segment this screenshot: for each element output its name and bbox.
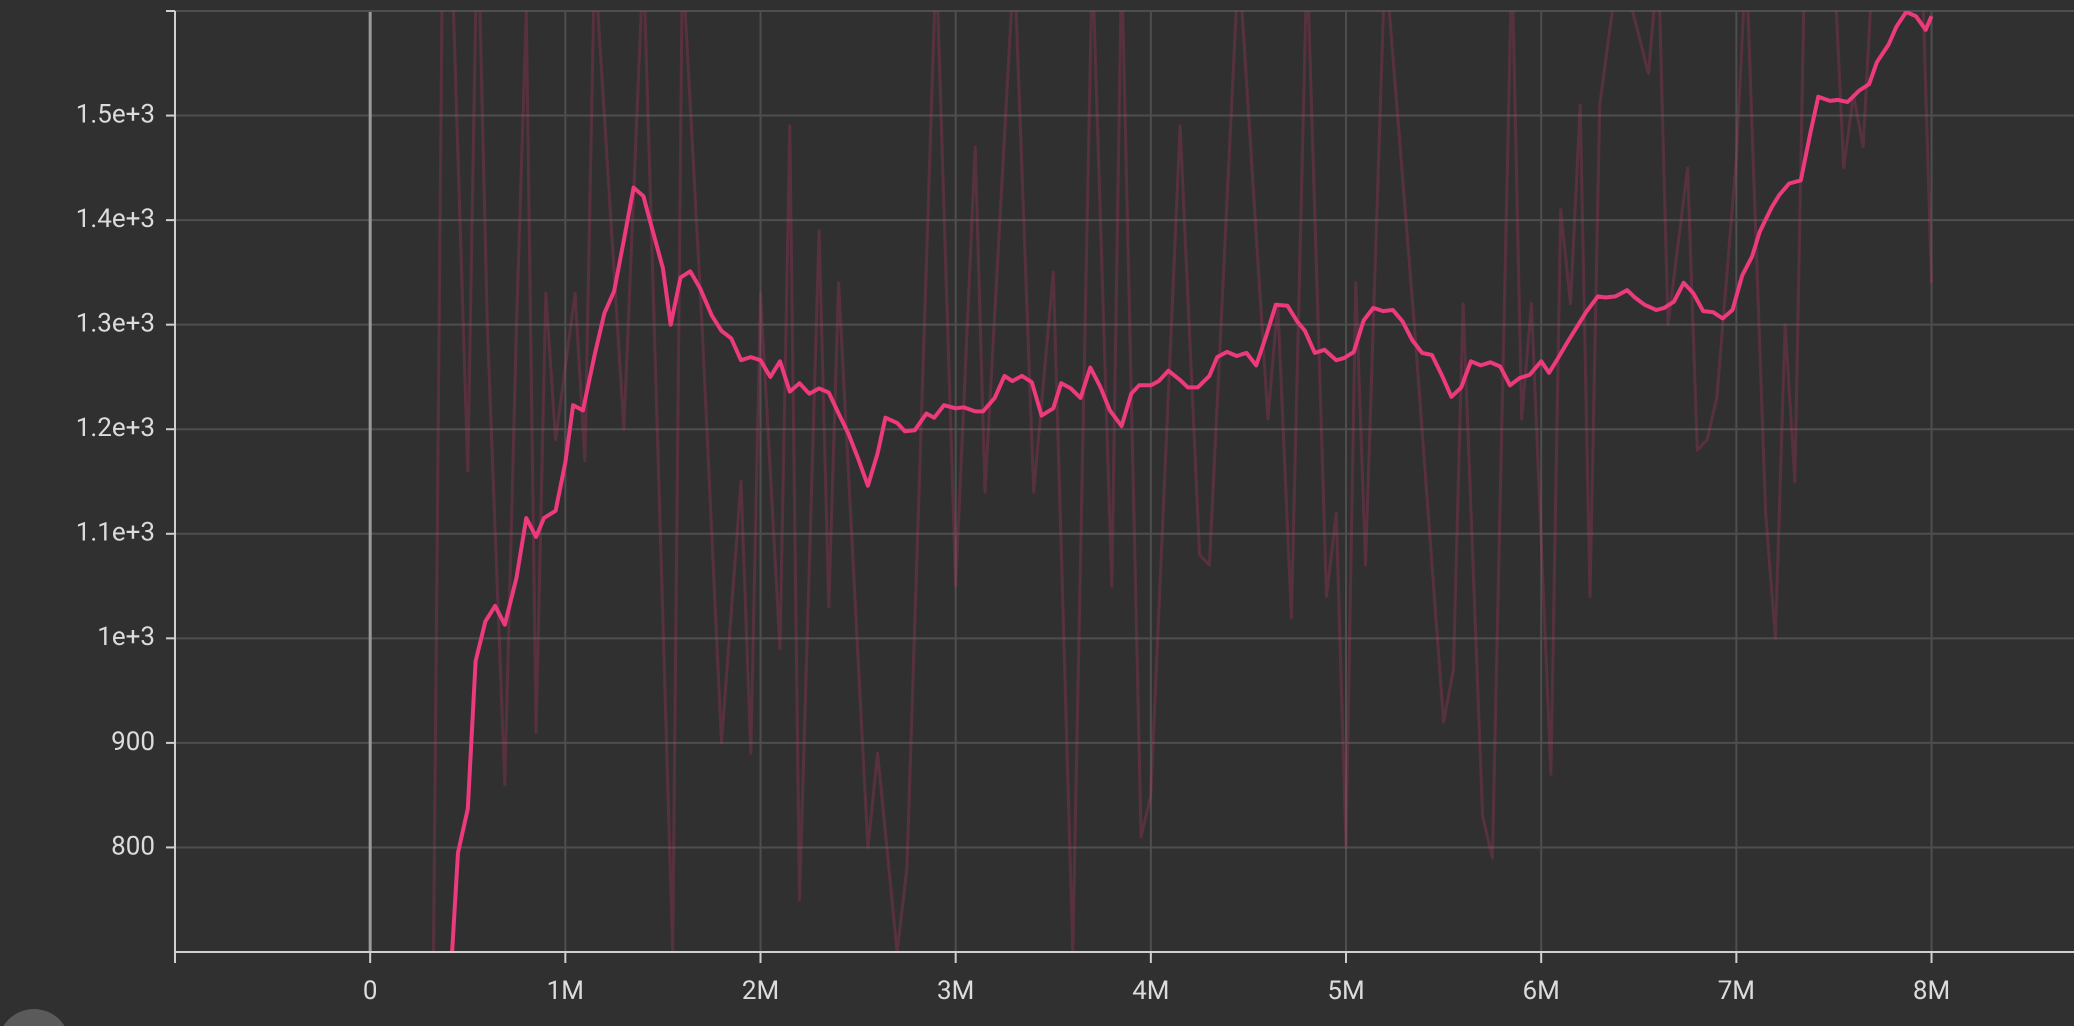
x-tick-label: 7M [1718, 976, 1755, 1006]
series-line [432, 11, 1933, 952]
y-tick-label: 1.2e+3 [76, 413, 155, 443]
x-tick-label: 4M [1132, 976, 1169, 1006]
y-tick-label: 1.3e+3 [76, 309, 155, 339]
y-tick-label: 1.1e+3 [76, 518, 155, 548]
corner-button[interactable] [0, 1009, 70, 1026]
x-tick-label: 8M [1913, 976, 1950, 1006]
series-line [450, 11, 1934, 952]
x-tick-label: 3M [937, 976, 974, 1006]
x-tick-label: 5M [1327, 976, 1364, 1006]
x-tick-label: 0 [363, 976, 378, 1006]
y-tick-label: 900 [111, 727, 155, 757]
y-tick-label: 1.5e+3 [76, 99, 155, 129]
y-tick-label: 1.4e+3 [76, 204, 155, 234]
axes: 800 900 1e+3 1.1e+3 1.2e+3 1.3e+3 1.4e+3 1.5e+3… [76, 10, 2074, 1006]
x-tick-label: 1M [547, 976, 584, 1006]
grid [175, 10, 2074, 952]
x-tick-label: 2M [742, 976, 779, 1006]
x-tick-label: 6M [1523, 976, 1560, 1006]
y-tick-label: 1e+3 [97, 622, 155, 652]
y-tick-label: 800 [111, 831, 155, 861]
plot-area [432, 11, 1934, 952]
